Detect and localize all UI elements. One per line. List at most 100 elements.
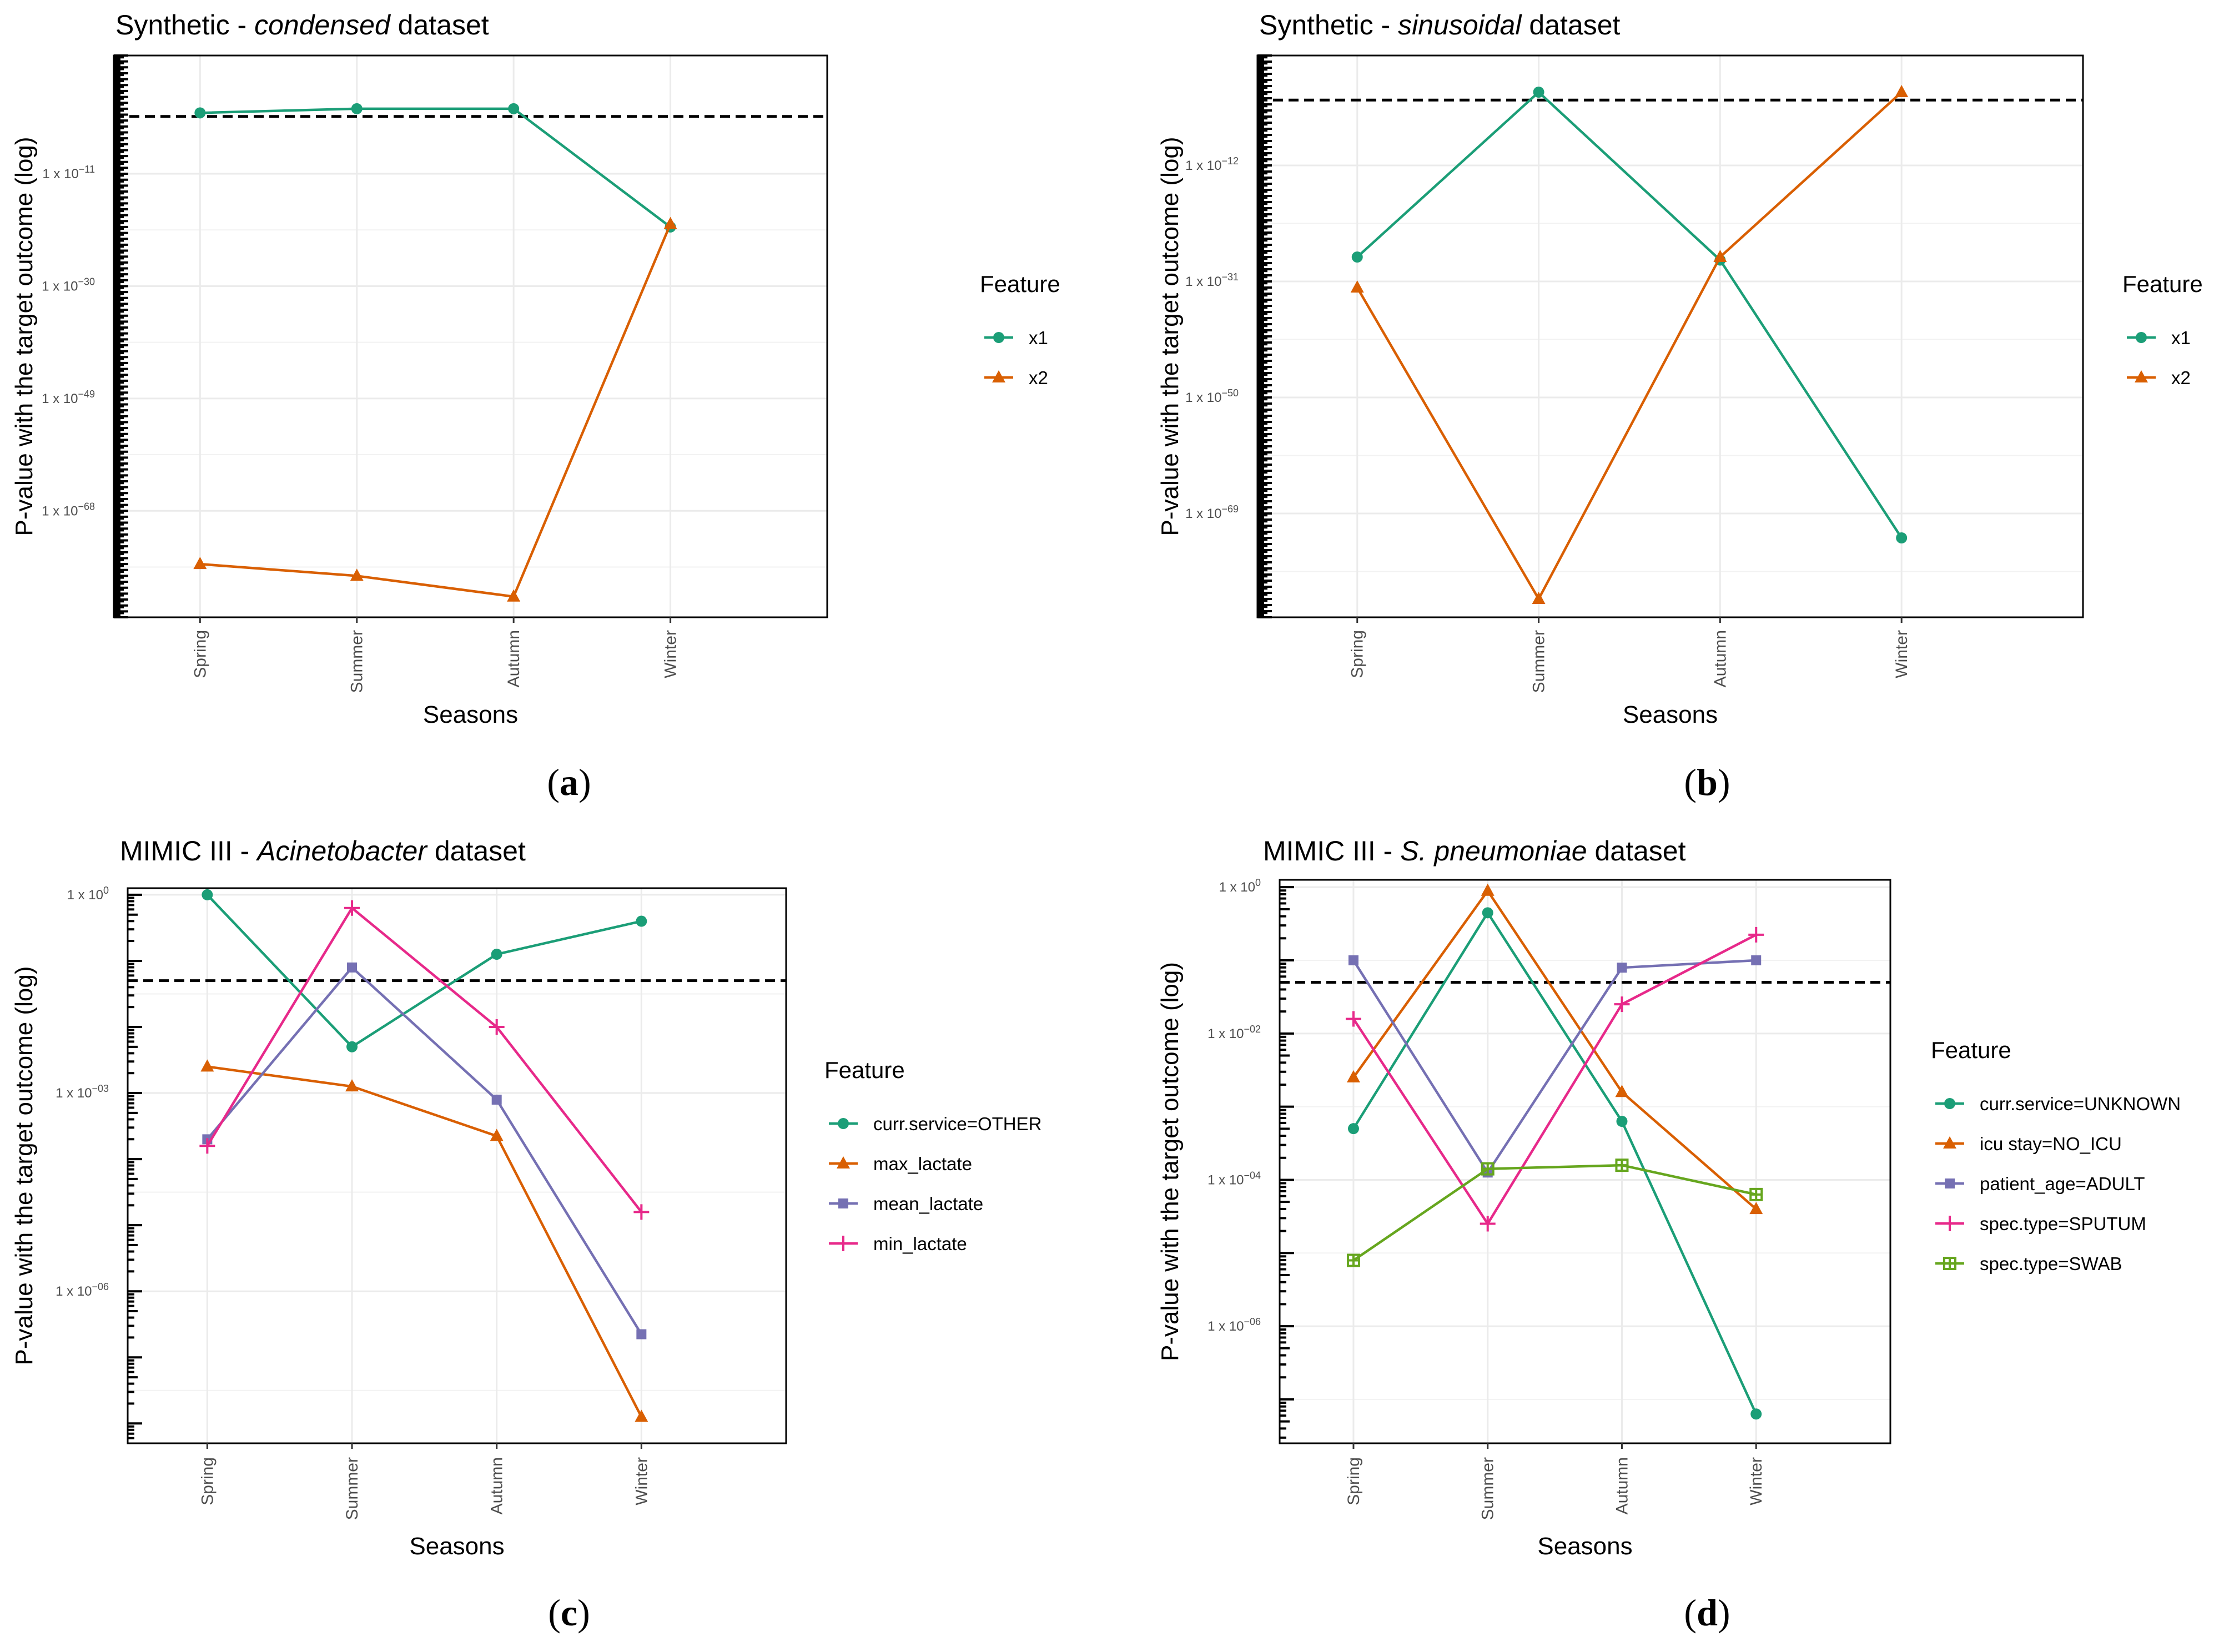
y-axis-title: P-value with the target outcome (log) (1156, 137, 1184, 536)
legend-title: Feature (1931, 1037, 2011, 1063)
y-tick-exponent: −50 (1221, 387, 1239, 399)
panel-label: (b) (1684, 761, 1730, 803)
legend-title: Feature (824, 1057, 905, 1083)
series-line-mean_lactate (206, 965, 643, 1335)
data-point-spec.type=SPUTUM-Spring (1345, 1011, 1361, 1027)
legend-label-curr.service=OTHER: curr.service=OTHER (873, 1114, 1041, 1134)
plot-background (1280, 880, 1890, 1443)
panel-paren-open: ( (547, 761, 560, 803)
x-tick-label: Autumn (1613, 1457, 1631, 1514)
x-tick-label: Spring (191, 630, 209, 678)
legend-key-marker-curr.service=UNKNOWN (1944, 1098, 1955, 1109)
y-tick-exponent: 0 (103, 885, 109, 896)
panel-paren-close: ) (1718, 1591, 1730, 1634)
legend-key-marker-icu stay=NO_ICU (1943, 1136, 1956, 1149)
y-tick-exponent: −30 (78, 276, 95, 287)
data-point-curr.service=UNKNOWN-Summer (1482, 907, 1493, 919)
title-suffix: dataset (390, 9, 489, 41)
panel-paren-open: ( (548, 1591, 561, 1634)
y-tick-exponent: −12 (1221, 155, 1239, 167)
y-tick-exponent: 0 (1255, 877, 1261, 888)
legend-key-marker-x1 (993, 332, 1004, 343)
panel-paren-open: ( (1684, 1591, 1697, 1634)
data-point-spec.type=SWAB-Summer (1481, 1162, 1495, 1176)
legend-key-marker-spec.type=SWAB (1943, 1257, 1956, 1270)
y-axis-title: P-value with the target outcome (log) (11, 137, 38, 536)
y-tick-exponent: −03 (92, 1083, 109, 1094)
x-tick-label: Autumn (1711, 630, 1729, 687)
legend-label-max_lactate: max_lactate (873, 1154, 972, 1174)
panel-letter: d (1697, 1591, 1718, 1634)
legend-title: Feature (980, 271, 1060, 297)
legend-key-marker-min_lactate (836, 1236, 851, 1251)
x-tick-label: Autumn (505, 630, 523, 687)
data-point-x1-Winter (1896, 532, 1908, 543)
data-point-min_lactate-Summer (344, 900, 360, 916)
y-tick-exponent: −68 (78, 501, 95, 512)
data-point-x1-Summer (1533, 87, 1544, 98)
panel-paren-close: ) (577, 1591, 590, 1634)
data-point-icu stay=NO_ICU-Winter (1749, 1202, 1763, 1215)
plot-background (1257, 56, 2083, 617)
series-line-spec.type=SWAB (1352, 1164, 1757, 1262)
y-tick-label: 1 x 10−04 (1207, 1170, 1261, 1187)
data-point-min_lactate-Winter (633, 1204, 650, 1220)
data-point-mean_lactate-Summer (347, 962, 358, 973)
y-tick-exponent: −49 (78, 389, 95, 400)
data-point-x1-Spring (1351, 251, 1363, 263)
data-point-icu stay=NO_ICU-Autumn (1615, 1085, 1629, 1097)
data-point-curr.service=UNKNOWN-Autumn (1616, 1116, 1628, 1127)
title-prefix: Synthetic - (115, 9, 254, 41)
title-suffix: dataset (427, 835, 526, 867)
series-line-curr.service=UNKNOWN (1352, 910, 1758, 1415)
data-point-curr.service=OTHER-Winter (636, 915, 647, 927)
data-point-curr.service=UNKNOWN-Winter (1750, 1408, 1762, 1420)
x-tick-label: Winter (1747, 1457, 1765, 1505)
legend-key-marker-x1 (2136, 332, 2147, 343)
title-suffix: dataset (1587, 835, 1686, 867)
series-line-min_lactate (206, 906, 643, 1213)
legend-label-icu stay=NO_ICU: icu stay=NO_ICU (1980, 1134, 2122, 1154)
y-tick-exponent: −69 (1221, 503, 1239, 515)
panel-paren-close: ) (1718, 761, 1730, 803)
chart-title: Synthetic - sinusoidal dataset (1259, 9, 1620, 41)
y-tick-exponent: −11 (79, 164, 95, 175)
panel-label: (d) (1684, 1591, 1730, 1634)
plot-background (114, 56, 827, 617)
x-tick-label: Summer (348, 630, 366, 693)
data-point-max_lactate-Spring (200, 1059, 214, 1072)
y-tick-exponent: −04 (1244, 1170, 1261, 1181)
data-point-x2-Autumn (1713, 250, 1727, 262)
data-point-x1-Spring (194, 107, 206, 119)
chart-panel-1: 1 x 10−121 x 10−311 x 10−501 x 10−69Spri… (1156, 9, 2203, 803)
x-tick-label: Spring (198, 1457, 217, 1505)
chart-title: MIMIC III - Acinetobacter dataset (120, 835, 526, 867)
series-line-x2 (1356, 91, 1903, 602)
x-tick-label: Winter (632, 1457, 651, 1505)
data-point-spec.type=SWAB-Winter (1749, 1187, 1763, 1201)
x-axis-title: Seasons (423, 701, 518, 728)
data-point-spec.type=SWAB-Autumn (1615, 1159, 1629, 1172)
data-point-icu stay=NO_ICU-Spring (1346, 1070, 1360, 1082)
panel-letter: c (561, 1591, 577, 1634)
plot-border (1256, 54, 2084, 618)
data-point-patient_age=ADULT-Autumn (1617, 963, 1627, 973)
data-point-min_lactate-Autumn (489, 1019, 505, 1035)
legend-title: Feature (2122, 271, 2203, 297)
y-axis-title: P-value with the target outcome (log) (1156, 962, 1184, 1361)
data-point-spec.type=SPUTUM-Summer (1480, 1216, 1496, 1232)
data-point-mean_lactate-Winter (636, 1329, 647, 1339)
data-point-curr.service=OTHER-Summer (346, 1041, 358, 1052)
series-line-x1 (200, 107, 671, 228)
data-point-curr.service=OTHER-Spring (202, 889, 213, 900)
x-tick-label: Winter (1893, 630, 1911, 678)
chart-title: MIMIC III - S. pneumoniae dataset (1263, 835, 1686, 867)
series-line-curr.service=OTHER (206, 894, 642, 1049)
title-prefix: Synthetic - (1259, 9, 1398, 41)
x-tick-label: Summer (1530, 630, 1548, 693)
legend-label-spec.type=SPUTUM: spec.type=SPUTUM (1980, 1213, 2146, 1234)
legend-label-x1: x1 (2171, 328, 2191, 348)
legend-key-marker-curr.service=OTHER (838, 1118, 849, 1129)
